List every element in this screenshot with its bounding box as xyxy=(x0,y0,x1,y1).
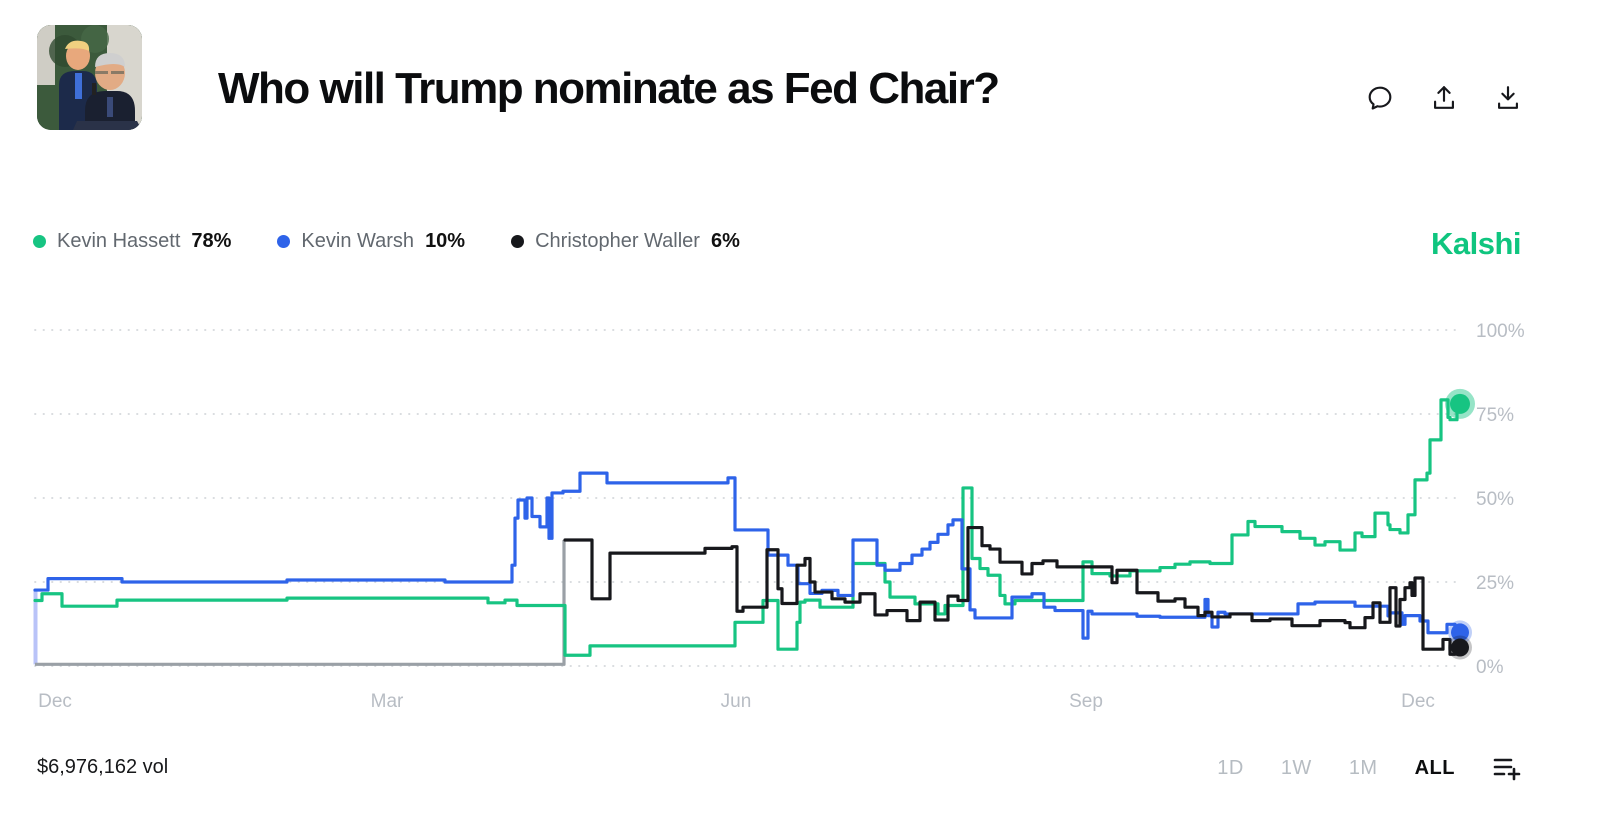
series-line-christopher-waller xyxy=(563,525,1465,656)
trump-powell-image xyxy=(37,25,142,130)
share-button[interactable] xyxy=(1428,82,1460,114)
legend-dot-icon xyxy=(511,235,525,248)
y-axis-label-75: 75% xyxy=(1476,405,1514,426)
legend-dot-icon xyxy=(277,235,291,248)
end-marker-christopher-waller xyxy=(1451,638,1469,657)
playlist-add-icon xyxy=(1493,758,1521,781)
comment-button[interactable] xyxy=(1364,82,1396,114)
legend-item-kevin-hassett[interactable]: Kevin Hassett 78% xyxy=(33,230,231,253)
legend-name: Kevin Warsh xyxy=(301,230,415,252)
chart-legend: Kevin Hassett 78% Kevin Warsh 10% Christophe… xyxy=(33,230,740,253)
y-axis-label-0: 0% xyxy=(1476,657,1504,678)
comment-icon xyxy=(1368,86,1392,110)
legend-item-christopher-waller[interactable]: Christopher Waller 6% xyxy=(511,230,740,253)
legend-item-kevin-warsh[interactable]: Kevin Warsh 10% xyxy=(277,230,465,253)
volume-label: $6,976,162 vol xyxy=(37,756,169,778)
range-button-1m[interactable]: 1M xyxy=(1348,756,1378,779)
end-marker-kevin-warsh xyxy=(1451,623,1469,642)
legend-dot-icon xyxy=(33,235,46,248)
x-axis-label-jun-2: Jun xyxy=(721,691,752,712)
legend-name: Christopher Waller xyxy=(535,230,700,252)
x-axis-label-mar-1: Mar xyxy=(371,691,404,712)
x-axis-label-dec-4: Dec xyxy=(1401,691,1435,712)
end-marker-kevin-hassett xyxy=(1450,393,1470,414)
legend-value: 6% xyxy=(710,230,740,252)
download-button[interactable] xyxy=(1492,82,1524,114)
x-axis-label-sep-3: Sep xyxy=(1069,691,1103,712)
y-axis-label-25: 25% xyxy=(1476,573,1514,594)
legend-name: Kevin Hassett xyxy=(57,230,181,252)
time-range-selector: 1D 1W 1M ALL xyxy=(1217,754,1522,782)
y-axis-label-100: 100% xyxy=(1476,321,1525,342)
market-thumbnail xyxy=(37,25,142,130)
page-title: Who will Trump nominate as Fed Chair? xyxy=(218,64,1000,113)
x-axis-label-dec-0: Dec xyxy=(38,691,72,712)
y-axis-label-50: 50% xyxy=(1476,489,1514,510)
legend-value: 78% xyxy=(191,230,232,252)
legend-value: 10% xyxy=(425,230,466,252)
kalshi-logo[interactable]: Kalshi xyxy=(1430,226,1522,261)
series-line-kevin-warsh xyxy=(33,471,1465,640)
range-button-1d[interactable]: 1D xyxy=(1217,756,1244,779)
range-button-1w[interactable]: 1W xyxy=(1280,756,1312,779)
header-actions xyxy=(1364,82,1524,114)
download-icon xyxy=(1498,86,1518,109)
waller-early-gray xyxy=(35,540,566,666)
series-line-kevin-hassett xyxy=(33,398,1465,657)
share-upload-icon xyxy=(1434,86,1454,109)
add-to-watchlist-button[interactable] xyxy=(1492,754,1522,782)
range-button-all[interactable]: ALL xyxy=(1414,756,1455,779)
